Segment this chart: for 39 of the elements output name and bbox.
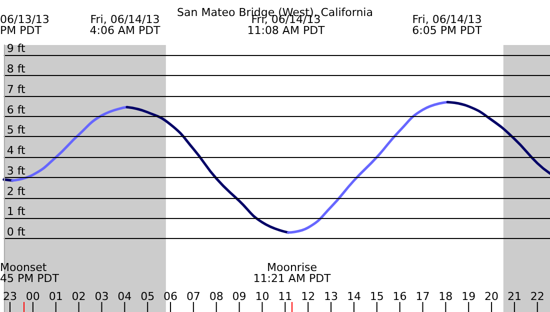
annotation: Moonset 45 PM PDT	[0, 261, 60, 285]
text: Fri, 06/14/13 4:06 AM PDT	[90, 13, 161, 37]
x-tick-label: 09	[232, 290, 246, 303]
x-tick-label: 07	[186, 290, 200, 303]
y-tick-label: 9 ft	[6, 42, 26, 56]
x-tick-label: 05	[140, 290, 155, 303]
x-tick-label: 08	[209, 290, 224, 303]
x-tick-label: 06	[164, 290, 178, 303]
x-tick-label: 23	[3, 290, 17, 303]
y-tick-label: 5 ft	[6, 124, 26, 137]
y-tick-label: 3 ft	[6, 164, 26, 178]
x-tick-label: 18	[438, 290, 453, 303]
y-tick-label: 1 ft	[6, 205, 26, 218]
y-tick-label: 8 ft	[6, 62, 26, 76]
x-tick-label: 15	[370, 290, 384, 303]
x-tick-label: 22	[530, 290, 544, 303]
text: 06/13/13 PM PDT	[0, 13, 50, 37]
y-tick-label: 2 ft	[6, 184, 26, 198]
y-tick-label: 7 ft	[6, 82, 26, 96]
x-tick-label: 10	[255, 290, 270, 303]
x-tick-label: 13	[324, 290, 338, 303]
x-tick-label: 03	[94, 290, 109, 303]
x-tick-label: 21	[507, 290, 522, 303]
x-tick-label: 11	[278, 290, 292, 303]
x-tick-label: 02	[72, 290, 86, 303]
x-tick-label: 12	[301, 290, 316, 303]
x-tick-label: 19	[462, 290, 476, 303]
x-tick-label: 04	[118, 290, 132, 303]
y-tick-label: 6 ft	[6, 103, 26, 116]
x-tick-label: 17	[416, 290, 430, 303]
x-tick-label: 20	[484, 290, 499, 303]
y-tick-label: 0 ft	[6, 226, 26, 239]
y-tick-label: 4 ft	[6, 144, 26, 158]
x-tick-label: 01	[48, 290, 63, 303]
annotation: Moonrise 11:21 AM PDT	[253, 261, 332, 285]
text: Fri, 06/14/13 6:05 PM PDT	[412, 13, 482, 37]
x-tick-label: 00	[26, 290, 40, 303]
x-tick-label: 14	[346, 290, 361, 303]
x-tick-label: 16	[392, 290, 407, 303]
